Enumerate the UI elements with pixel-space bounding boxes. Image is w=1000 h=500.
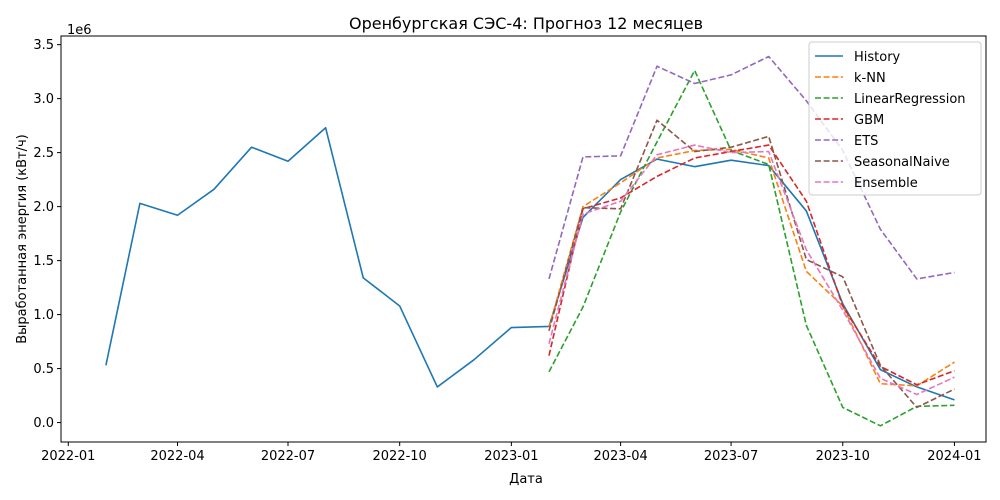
chart-title: Оренбургская СЭС-4: Прогноз 12 месяцев — [349, 14, 703, 33]
x-axis-label: Дата — [509, 472, 543, 487]
x-tick-label: 2023-01 — [484, 449, 538, 464]
plot-area — [105, 55, 955, 427]
series-line-ets — [548, 55, 955, 280]
legend: History k-NN LinearRegression GBM ETS Seasona… — [808, 41, 982, 196]
y-tick-label: 0.5 — [33, 362, 54, 377]
y-tick-label: 2.5 — [33, 146, 54, 161]
legend-label: SeasonalNaive — [854, 155, 950, 170]
y-tick-label: 2.0 — [33, 200, 54, 215]
y-tick-label: 0.0 — [33, 416, 54, 431]
x-tick-label: 2023-04 — [593, 449, 647, 464]
x-tick-label: 2024-01 — [927, 449, 981, 464]
legend-label: GBM — [854, 113, 884, 128]
series-line-history — [105, 126, 955, 401]
x-tick-label: 2023-07 — [704, 449, 758, 464]
legend-label: k-NN — [854, 71, 886, 86]
y-axis-label: Выработанная энергия (кВт/ч) — [15, 134, 30, 344]
legend-label: History — [854, 50, 901, 65]
x-tick-label: 2022-07 — [261, 449, 315, 464]
legend-label: LinearRegression — [854, 92, 966, 107]
legend-box — [808, 41, 982, 196]
x-tick-label: 2022-01 — [41, 449, 95, 464]
legend-label: ETS — [854, 134, 878, 149]
series-line-linearregression — [548, 69, 955, 427]
series-line-gbm — [548, 144, 955, 386]
y-tick-label: 3.0 — [33, 92, 54, 107]
y-tick-label: 1.0 — [33, 308, 54, 323]
series-line-k-nn — [548, 148, 955, 387]
y-multiplier-label: 1e6 — [67, 23, 92, 38]
series-line-ensemble — [548, 144, 955, 396]
y-axis: 0.0 0.5 1.0 1.5 2.0 2.5 3.0 3.5 — [33, 38, 61, 431]
series-line-seasonalnaive — [548, 119, 955, 409]
x-tick-label: 2023-10 — [816, 449, 870, 464]
plot-frame — [60, 35, 987, 443]
x-tick-label: 2022-04 — [150, 449, 204, 464]
x-tick-label: 2022-10 — [373, 449, 427, 464]
x-axis: 2022-01 2022-04 2022-07 2022-10 2023-01 2023-… — [41, 442, 982, 464]
y-tick-label: 3.5 — [33, 38, 54, 53]
legend-label: Ensemble — [854, 176, 918, 191]
y-tick-label: 1.5 — [33, 254, 54, 269]
